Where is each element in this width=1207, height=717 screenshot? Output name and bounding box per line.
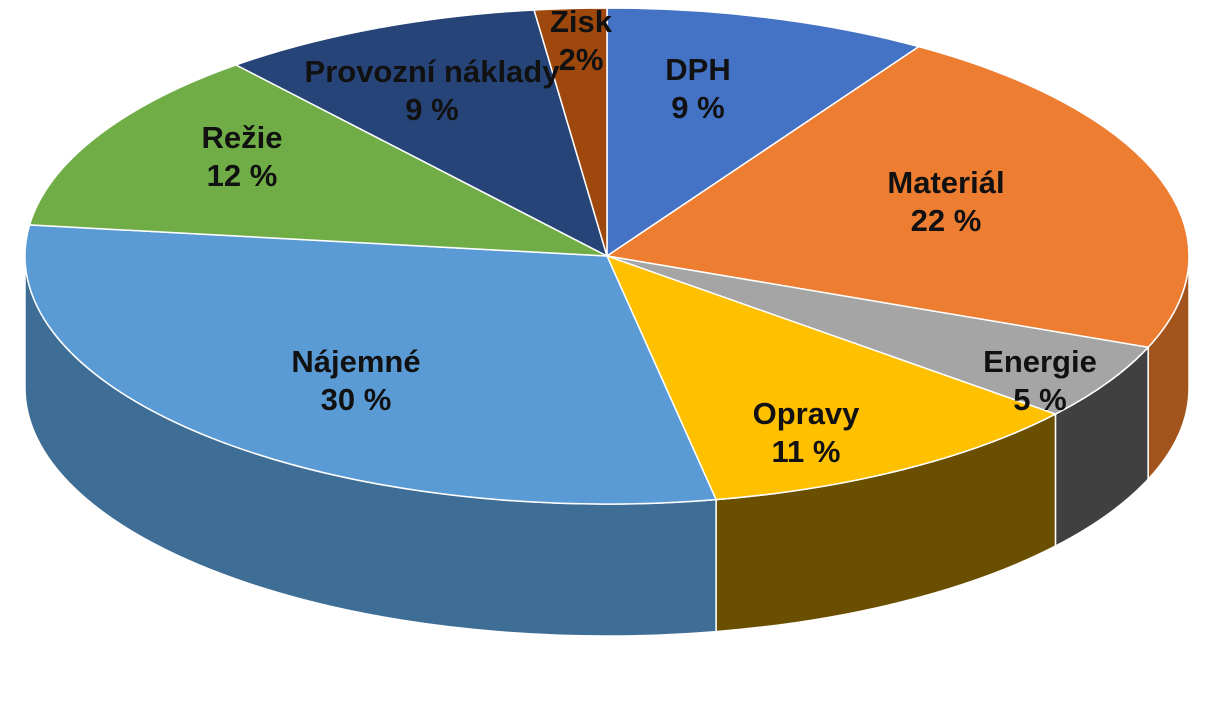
pie-sides: [24, 255, 1190, 637]
slice-value-label: 22 %: [911, 203, 982, 238]
slice-name-label: Režie: [202, 120, 283, 155]
slice-zisk: [533, 7, 608, 257]
slice-name-label: Nájemné: [291, 344, 420, 379]
slice-name-label: DPH: [665, 52, 730, 87]
slice-opravy: [605, 254, 1058, 501]
slice-value-label: 30 %: [321, 382, 392, 417]
slice-name-label: Energie: [983, 344, 1097, 379]
slice-najemne: [24, 224, 718, 505]
slice-name-label: Provozní náklady: [305, 54, 561, 89]
slice-value-label: 12 %: [207, 158, 278, 193]
slice-name-label: Zisk: [550, 4, 613, 39]
slice-name-label: Opravy: [753, 396, 861, 431]
slice-value-label: 2%: [559, 42, 604, 77]
slice-rezie: [28, 64, 608, 257]
slice-provozni-naklady: [234, 9, 609, 258]
slice-material: [605, 45, 1190, 349]
slice-name-label: Materiál: [887, 165, 1004, 200]
slice-value-label: 9 %: [671, 90, 724, 125]
pie-slices: [24, 7, 1190, 505]
slice-energie: [606, 255, 1150, 415]
slice-value-label: 11 %: [772, 434, 841, 469]
slice-value-label: 9 %: [405, 92, 458, 127]
slice-dph: [606, 7, 921, 258]
slice-value-label: 5 %: [1013, 382, 1066, 417]
